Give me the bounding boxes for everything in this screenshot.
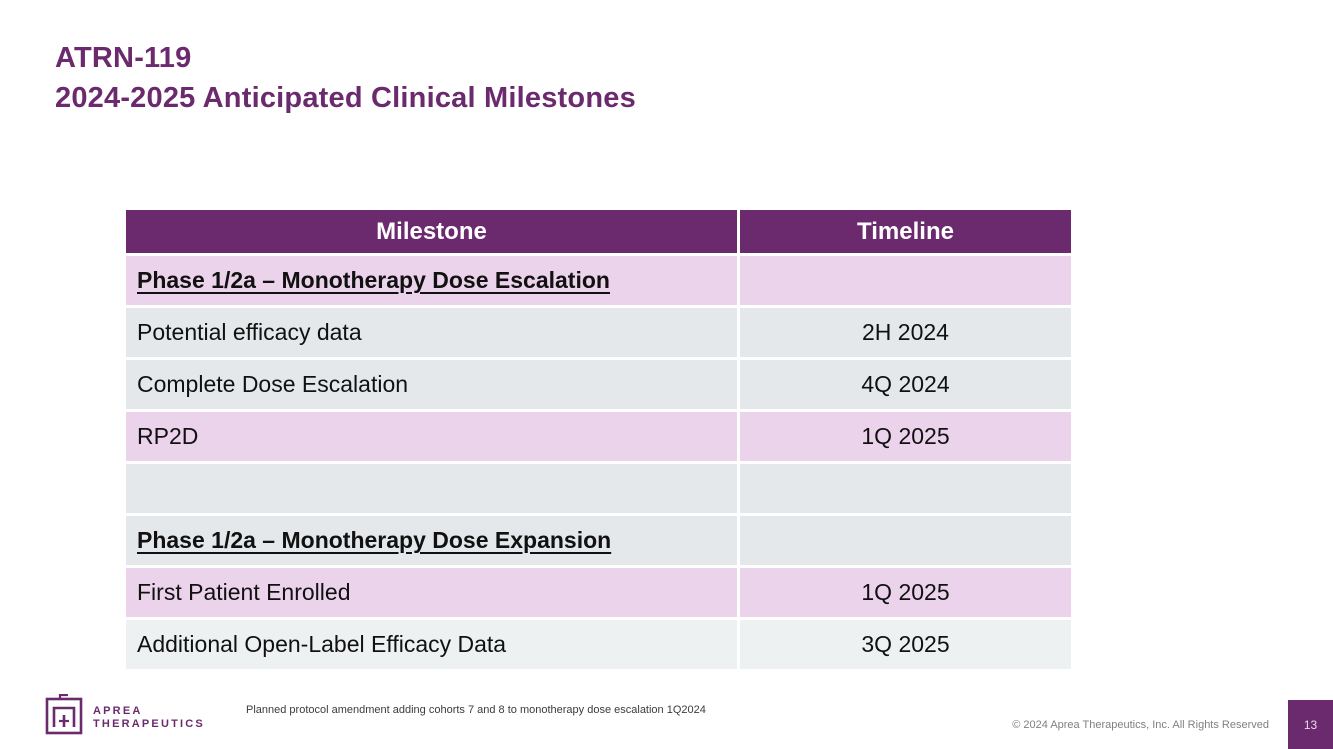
table-row: First Patient Enrolled 1Q 2025: [123, 565, 1074, 620]
table-row: RP2D 1Q 2025: [123, 409, 1074, 464]
milestones-table-body: Phase 1/2a – Monotherapy Dose Escalation…: [123, 253, 1074, 672]
timeline-cell: 2H 2024: [737, 305, 1074, 360]
table-row: Phase 1/2a – Monotherapy Dose Escalation: [123, 253, 1074, 308]
milestone-column-header: Milestone: [123, 207, 740, 256]
timeline-cell: 1Q 2025: [737, 409, 1074, 464]
table-row: Phase 1/2a – Monotherapy Dose Expansion: [123, 513, 1074, 568]
timeline-cell: [737, 253, 1074, 308]
milestone-cell: First Patient Enrolled: [123, 565, 740, 620]
aprea-maze-icon: [44, 693, 84, 741]
slide-title: ATRN-119 2024-2025 Anticipated Clinical …: [55, 38, 636, 118]
milestones-table: Milestone Timeline Phase 1/2a – Monother…: [123, 207, 1074, 672]
timeline-cell: 1Q 2025: [737, 565, 1074, 620]
milestone-cell: Additional Open-Label Efficacy Data: [123, 617, 740, 672]
aprea-logo: APREA THERAPEUTICS: [44, 693, 205, 741]
timeline-cell: [737, 461, 1074, 516]
table-row: Complete Dose Escalation 4Q 2024: [123, 357, 1074, 412]
milestone-cell: Potential efficacy data: [123, 305, 740, 360]
timeline-cell: 3Q 2025: [737, 617, 1074, 672]
table-row: [123, 461, 1074, 516]
table-header-row: Milestone Timeline: [123, 207, 1074, 256]
aprea-logo-line1: APREA: [93, 704, 143, 717]
milestone-cell: Complete Dose Escalation: [123, 357, 740, 412]
page-number-badge: 13: [1288, 700, 1333, 749]
copyright-text: © 2024 Aprea Therapeutics, Inc. All Righ…: [1012, 719, 1269, 731]
milestone-cell: RP2D: [123, 409, 740, 464]
aprea-logo-text: APREA THERAPEUTICS: [93, 705, 205, 731]
timeline-cell: 4Q 2024: [737, 357, 1074, 412]
page-number: 13: [1303, 717, 1318, 732]
slide-title-line1: ATRN-119: [55, 42, 192, 74]
table-row: Additional Open-Label Efficacy Data 3Q 20…: [123, 617, 1074, 672]
slide-title-line2: 2024-2025 Anticipated Clinical Milestone…: [55, 82, 636, 114]
table-row: Potential efficacy data 2H 2024: [123, 305, 1074, 360]
footnote-text: Planned protocol amendment adding cohort…: [246, 704, 706, 716]
milestones-table-container: Milestone Timeline Phase 1/2a – Monother…: [123, 207, 1074, 672]
timeline-cell: [737, 513, 1074, 568]
milestone-cell: Phase 1/2a – Monotherapy Dose Escalation: [123, 253, 740, 308]
timeline-column-header: Timeline: [737, 207, 1074, 256]
milestone-cell: [123, 461, 740, 516]
aprea-logo-line2: THERAPEUTICS: [93, 717, 205, 730]
milestone-cell: Phase 1/2a – Monotherapy Dose Expansion: [123, 513, 740, 568]
